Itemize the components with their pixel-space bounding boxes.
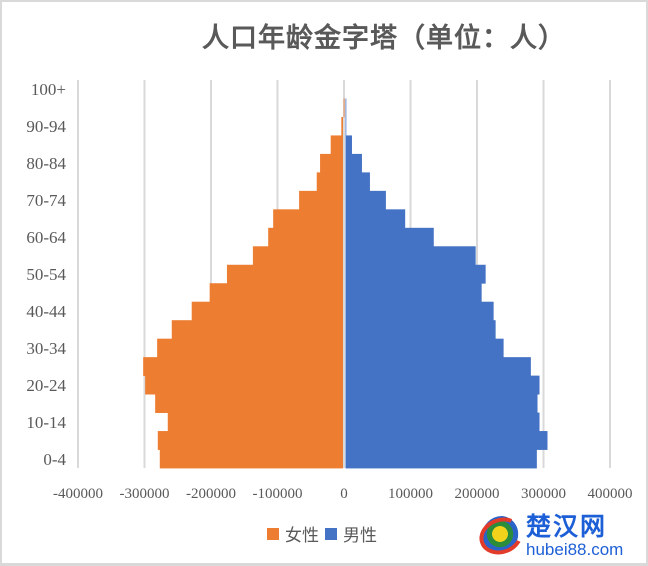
bar-female: [143, 357, 343, 377]
x-tick-label: -300000: [120, 486, 170, 502]
bar-male: [345, 135, 352, 155]
bar-male: [345, 264, 486, 284]
bar-male: [345, 394, 538, 413]
bar-male: [345, 431, 548, 450]
y-tick-label: 80-84: [26, 154, 66, 173]
bar-male: [345, 283, 482, 303]
bar-female: [226, 264, 343, 284]
bar-male: [345, 172, 370, 192]
bar-male: [345, 209, 406, 229]
y-tick-label: 60-64: [26, 228, 66, 247]
bar-male: [345, 190, 386, 210]
x-tick-label: -100000: [253, 486, 303, 502]
legend: 女性 男性: [267, 521, 383, 546]
bar-male: [345, 320, 496, 340]
bar-female: [209, 283, 343, 303]
x-tick-label: -400000: [53, 486, 103, 502]
y-tick-label: 20-24: [26, 376, 66, 395]
y-tick-label: 90-94: [26, 117, 66, 136]
watermark-cn: 楚汉网: [526, 512, 608, 541]
bar-male: [345, 357, 531, 377]
legend-label-male: 男性: [343, 526, 377, 546]
female-bars: [143, 98, 345, 469]
bar-female: [171, 320, 343, 340]
bar-female: [167, 412, 343, 432]
legend-item-male[interactable]: 男性: [325, 521, 377, 546]
y-tick-label: 30-34: [26, 339, 66, 358]
bar-male: [345, 227, 434, 247]
y-tick-label: 50-54: [26, 265, 66, 284]
bar-female: [191, 301, 343, 321]
bar-male: [345, 301, 494, 321]
bar-female: [343, 98, 345, 118]
bar-male: [345, 98, 347, 118]
y-tick-label: 0-4: [43, 450, 66, 469]
legend-item-female[interactable]: 女性: [267, 521, 319, 546]
bar-female: [252, 246, 343, 266]
x-tick-label: 400000: [588, 486, 633, 502]
female-swatch-icon: [267, 527, 279, 540]
male-swatch-icon: [325, 527, 337, 540]
bar-male: [345, 153, 362, 173]
watermark-en: hubei88.com: [526, 540, 624, 559]
y-axis-labels: 0-4 10-14 20-24 30-34 40-44 50-54 60-64 70-74 80…: [26, 80, 66, 469]
x-axis-labels: -400000 -300000 -200000 -100000 0 100000 20000…: [53, 486, 633, 502]
bar-female: [159, 449, 343, 469]
chart-title: 人口年龄金字塔（单位：人）: [202, 23, 566, 54]
bar-male: [345, 449, 537, 469]
bar-female: [268, 227, 343, 247]
bar-male: [345, 116, 347, 136]
bar-male: [345, 375, 540, 395]
x-tick-label: 300000: [521, 486, 566, 502]
bar-female: [157, 338, 343, 358]
x-tick-label: 200000: [455, 486, 500, 502]
watermark: 楚汉网 hubei88.com: [482, 512, 642, 560]
y-tick-label: 100+: [31, 80, 66, 99]
globe-logo-icon: [482, 516, 522, 556]
y-tick-label: 10-14: [26, 413, 66, 432]
bar-female: [157, 431, 343, 450]
bar-female: [320, 153, 343, 173]
bar-female: [330, 135, 343, 155]
bar-female: [155, 394, 343, 413]
bar-male: [345, 338, 504, 358]
bar-female: [273, 209, 343, 229]
bar-female: [299, 190, 343, 210]
x-tick-label: -200000: [186, 486, 236, 502]
bar-male: [345, 412, 540, 432]
bar-female: [145, 375, 343, 395]
x-tick-label: 100000: [388, 486, 433, 502]
male-bars: [345, 98, 548, 469]
x-tick-label: 0: [340, 486, 348, 502]
bar-male: [345, 246, 476, 266]
bar-female: [316, 172, 343, 192]
y-tick-label: 40-44: [26, 302, 66, 321]
legend-label-female: 女性: [285, 526, 319, 546]
y-tick-label: 70-74: [26, 191, 66, 210]
bar-female: [341, 116, 343, 136]
